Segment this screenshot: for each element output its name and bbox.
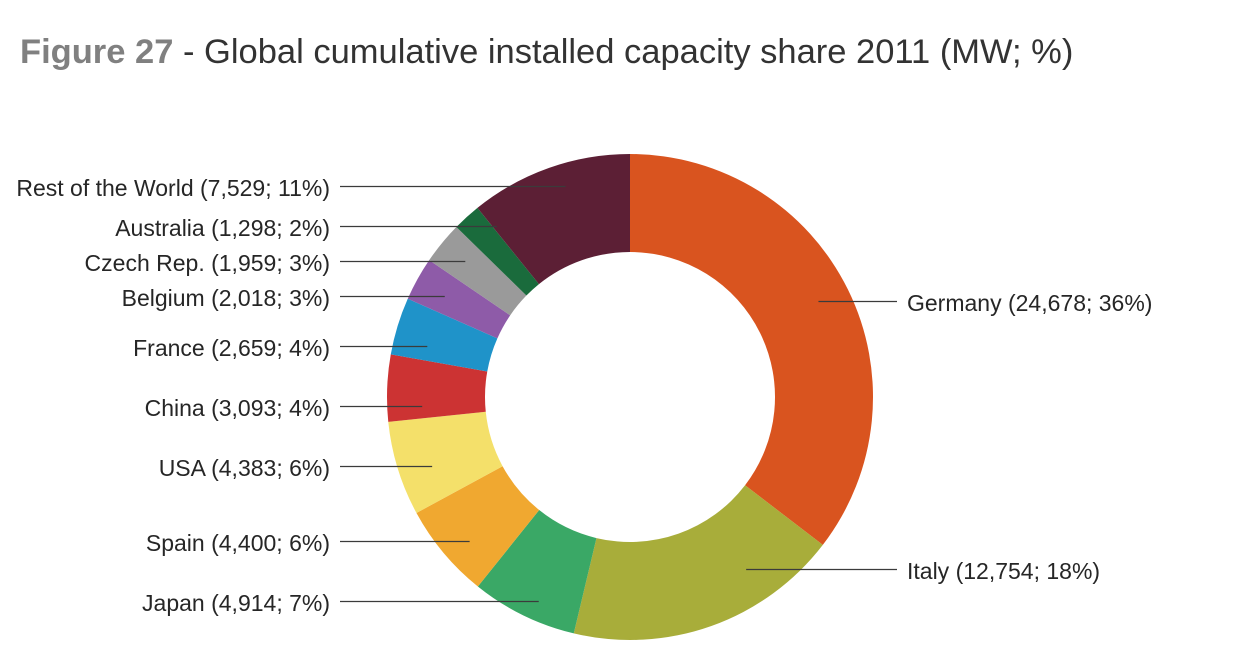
svg-text:Italy (12,754; 18%): Italy (12,754; 18%) xyxy=(907,558,1100,584)
svg-text:France (2,659; 4%): France (2,659; 4%) xyxy=(133,335,330,361)
svg-text:Belgium (2,018; 3%): Belgium (2,018; 3%) xyxy=(122,285,330,311)
svg-text:Spain (4,400; 6%): Spain (4,400; 6%) xyxy=(146,530,330,556)
svg-text:USA (4,383; 6%): USA (4,383; 6%) xyxy=(159,455,330,481)
svg-text:Rest of the World (7,529; 11%): Rest of the World (7,529; 11%) xyxy=(16,175,330,201)
svg-text:Japan (4,914; 7%): Japan (4,914; 7%) xyxy=(142,590,330,616)
svg-text:Australia (1,298; 2%): Australia (1,298; 2%) xyxy=(115,215,330,241)
svg-text:Czech Rep. (1,959; 3%): Czech Rep. (1,959; 3%) xyxy=(85,250,330,276)
svg-text:China (3,093; 4%): China (3,093; 4%) xyxy=(145,395,330,421)
svg-text:Germany (24,678; 36%): Germany (24,678; 36%) xyxy=(907,290,1152,316)
